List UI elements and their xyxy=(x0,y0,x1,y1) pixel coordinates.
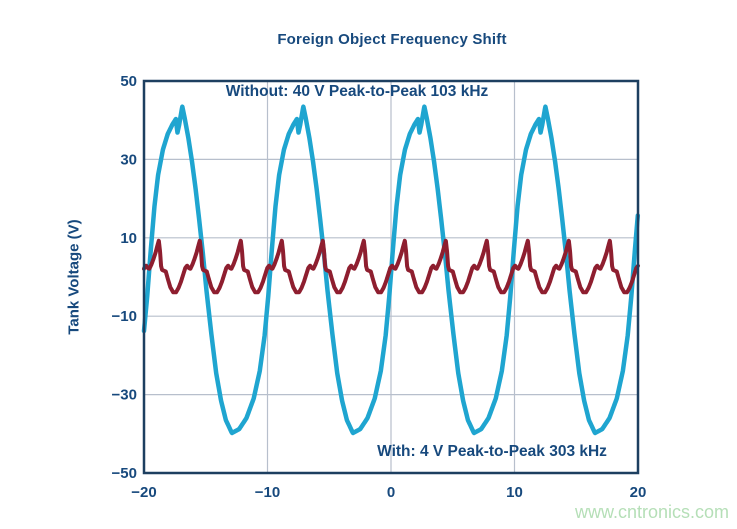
y-tick-label: 10 xyxy=(120,230,137,247)
y-tick-label: 30 xyxy=(120,151,137,168)
y-tick-label: −30 xyxy=(112,387,137,404)
annotation-with-foreign-object: With: 4 V Peak-to-Peak 303 kHz xyxy=(377,443,607,460)
y-tick-label: 50 xyxy=(120,73,137,90)
y-tick-label: −10 xyxy=(112,308,137,325)
x-tick-label: 0 xyxy=(387,484,395,501)
watermark: www.cntronics.com xyxy=(574,502,729,522)
plot-frame xyxy=(142,79,640,475)
x-tick-label: 10 xyxy=(506,484,523,501)
x-tick-label: 20 xyxy=(630,484,647,501)
y-tick-label: −50 xyxy=(112,465,137,482)
x-tick-label: −10 xyxy=(255,484,280,501)
chart-title: Foreign Object Frequency Shift xyxy=(277,31,507,48)
y-axis-title: Tank Voltage (V) xyxy=(65,219,83,335)
annotation-without-foreign-object: Without: 40 V Peak-to-Peak 103 kHz xyxy=(225,83,489,100)
series-with-foreign-object xyxy=(142,238,640,295)
x-tick-label: −20 xyxy=(131,484,156,501)
series-without-foreign-object xyxy=(141,104,641,436)
